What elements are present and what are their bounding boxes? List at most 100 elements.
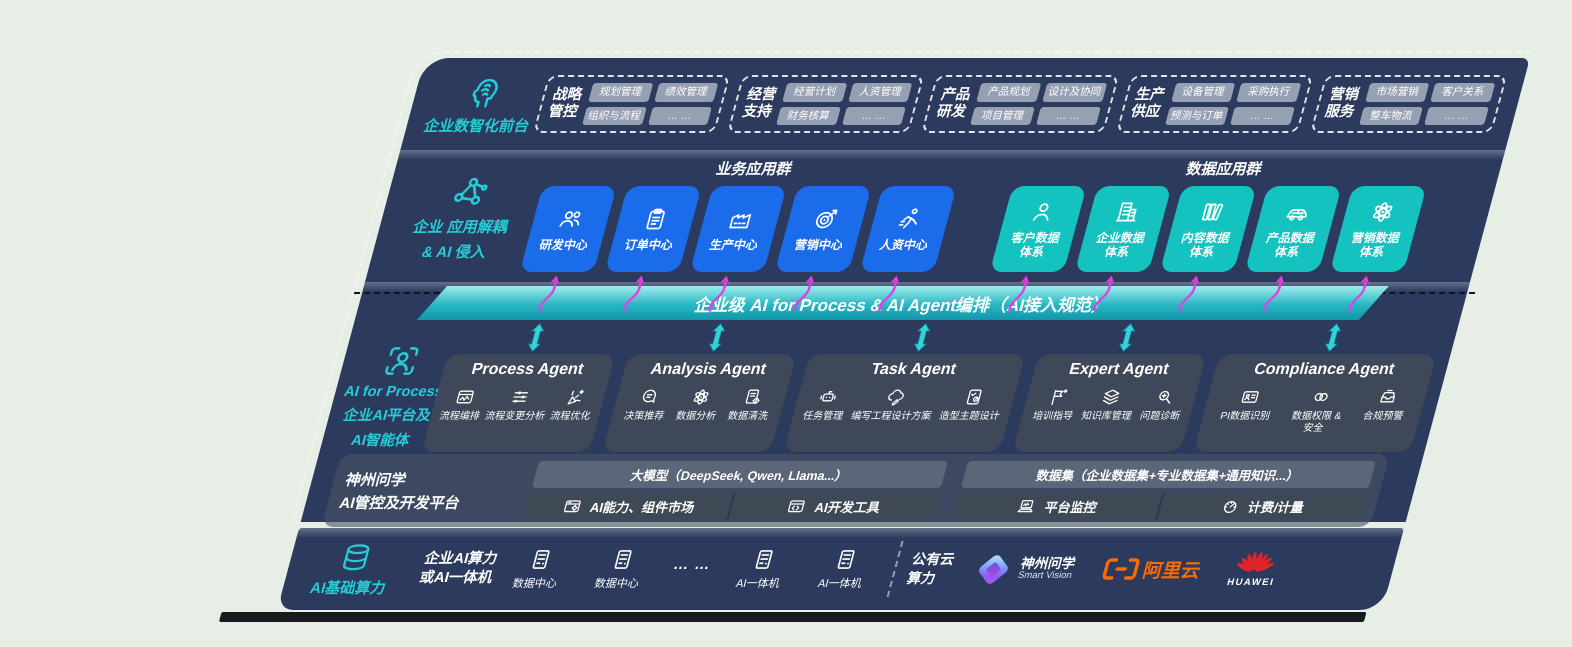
front-group-title-line: 支持: [740, 104, 774, 120]
infra-node: AI一体机: [726, 547, 798, 591]
front-tag: 绩效管理: [653, 83, 719, 102]
platform-cell: 平台监控: [952, 493, 1162, 520]
flow-arrow-icon: [1093, 275, 1115, 311]
factory-icon: [724, 206, 757, 232]
platform-columns: 大模型（DeepSeek, Qwen, Llama...） AI能力、组件市场 AI…: [523, 461, 1377, 520]
front-group-title: 营销 服务: [1323, 87, 1361, 122]
platform-cell: AI开发工具: [726, 493, 939, 520]
agent-title: Analysis Agent: [648, 361, 769, 378]
front-tag: 组织与流程: [582, 106, 647, 125]
agent-item: 任务管理: [801, 387, 851, 423]
target-icon: [809, 206, 842, 232]
platform-cell-label: 平台监控: [1042, 500, 1099, 515]
app-box: 客户数据 体系: [989, 186, 1087, 311]
platform-label-line2: AI管控及开发平台: [337, 494, 463, 512]
app-box-label: 研发中心: [538, 238, 590, 252]
flow-arrow-icon: [1008, 275, 1030, 311]
flow-arrow-icon: [1263, 275, 1285, 311]
agent-item-label-line: 知识库管理: [1079, 411, 1133, 422]
app-box-label-line: 客户数据: [1009, 230, 1062, 245]
agent-item: 编写工程设计方案: [849, 387, 939, 423]
platform-column-header: 数据集（企业数据集+专业数据集+通用知识...）: [960, 461, 1377, 488]
people-icon: [554, 206, 587, 232]
front-tag: … …: [1230, 106, 1295, 125]
app-box: 营销中心: [774, 186, 872, 311]
front-tag: 设备管理: [1170, 83, 1236, 102]
window-code-icon: [785, 497, 809, 516]
infra-nodes: 数据中心 数据中心 … … AI一体机 AI一体机: [503, 547, 880, 591]
data-clean-icon: [740, 387, 765, 407]
app-layer-label-line2: & AI 侵入: [419, 244, 488, 261]
public-cloud-line1: 公有云: [910, 551, 957, 568]
agent-item-label-line: 流程优化: [548, 411, 592, 422]
agent-card: Analysis Agent 决策推荐 数据分析 数据清洗: [602, 323, 797, 452]
front-group: 营销 服务 市场营销 客户关系 整车物流… …: [1309, 75, 1508, 133]
flow-arrow-icon: [878, 275, 900, 311]
agent-card: Task Agent 任务管理 编写工程设计方案 造型主题设计: [783, 323, 1027, 452]
platform-cell-label: AI能力、组件市场: [588, 500, 697, 515]
molecule-icon: [446, 174, 494, 212]
agent-item: 流程优化: [548, 387, 598, 423]
flow-chart-icon: [452, 387, 477, 407]
agent-title: Compliance Agent: [1252, 361, 1397, 378]
front-tag: 人资管理: [848, 83, 913, 102]
app-box: 生产中心: [689, 186, 787, 311]
flow-arrow-icon: [538, 275, 560, 311]
ellipsis-label: … …: [671, 555, 714, 573]
agent-item-label-line: 数据权限 &: [1290, 411, 1343, 422]
infra-node-label: AI一体机: [816, 578, 864, 590]
infra-label: AI基础算力: [292, 541, 413, 598]
app-box-label-line: 订单中心: [623, 237, 675, 252]
agent-item-label: 流程变更分析: [483, 411, 546, 423]
agent-item: 决策推荐: [622, 387, 672, 423]
sliders-icon: [507, 387, 532, 407]
agent-item-label: 任务管理: [801, 411, 844, 423]
agent-item: 数据权限 & 安全: [1287, 387, 1349, 435]
data-box-row: 客户数据 体系 企业数据 体系 内容数据 体系 产品数据 体系 营销数据 体系: [989, 186, 1427, 311]
infra-layer: AI基础算力 企业AI算力 或AI一体机 数据中心 数据中心 … … AI一体机 AI一…: [277, 528, 1405, 610]
app-box: 订单中心: [604, 186, 702, 311]
architecture-diagram: 企业数智化前台 战略 管控 规划管理 绩效管理 组织与流程… … 经营 支持 经营计划 人资管理…: [218, 58, 1531, 622]
app-box-label-line: 体系: [1103, 245, 1131, 259]
exchange-arrow-icon: [1119, 323, 1136, 352]
ai-layer-label-line3: AI智能体: [349, 433, 412, 449]
infra-node-label: AI一体机: [734, 578, 782, 590]
agent-item-label-line: 安全: [1301, 423, 1325, 434]
agent-items: 任务管理 编写工程设计方案 造型主题设计: [799, 387, 1009, 423]
infra-divider: [886, 541, 904, 597]
app-box-label: 订单中心: [623, 238, 675, 252]
window-gear-icon: [560, 497, 584, 516]
agent-item-label-line: 数据清洗: [726, 411, 770, 422]
platform-cell-label: AI开发工具: [812, 500, 882, 515]
platform-shadow: [218, 612, 1367, 622]
front-office-label-text: 企业数智化前台: [421, 117, 532, 135]
app-box-label-line: 体系: [1188, 245, 1216, 259]
atom-icon: [1366, 199, 1399, 225]
agent-item-label-line: 决策推荐: [622, 411, 666, 422]
vendor-logos: 神州问学 Smart Vision 阿里云: [973, 550, 1283, 588]
front-group-tags: 市场营销 客户关系 整车物流… …: [1358, 83, 1496, 125]
exchange-arrow-icon: [708, 323, 726, 352]
knowledge-layers-icon: [1099, 387, 1124, 407]
agent-item-label: 知识库管理: [1080, 411, 1133, 423]
diagnose-magnifier-icon: [1153, 387, 1178, 407]
app-box-label-line: 内容数据: [1179, 230, 1232, 245]
ai-layer-label: AI for Process 企业AI平台及 AI智能体: [314, 342, 471, 450]
agent-item-label: PI数据识别: [1219, 411, 1271, 423]
agent-item-label: 数据清洗: [726, 411, 769, 423]
platform-label-line1: 神州问学: [343, 471, 409, 489]
platform-column-cells: 平台监控 计费/计量: [951, 493, 1368, 520]
compute-label: 企业AI算力 或AI一体机: [417, 550, 500, 588]
agents-row: Process Agent 流程编排 流程变更分析 流程优化 Analysis Agen…: [421, 323, 1437, 452]
agent-item-label-line: 流程变更分析: [483, 411, 547, 422]
platform-cell: 计费/计量: [1154, 493, 1368, 520]
app-box-label: 产品数据 体系: [1261, 231, 1317, 260]
front-group-title-line: 经营: [745, 86, 779, 103]
huawei-logo: HUAWEI: [1226, 550, 1283, 588]
front-group-title-line: 产品: [939, 86, 973, 103]
agent-item-label: 编写工程设计方案: [849, 411, 933, 423]
ai-layer-label-line1: AI for Process: [342, 384, 445, 400]
decision-chat-icon: [636, 387, 661, 407]
permission-link-icon: [1309, 387, 1334, 407]
agent-card: Expert Agent 培训指导 知识库管理 问题诊断: [1012, 323, 1208, 452]
